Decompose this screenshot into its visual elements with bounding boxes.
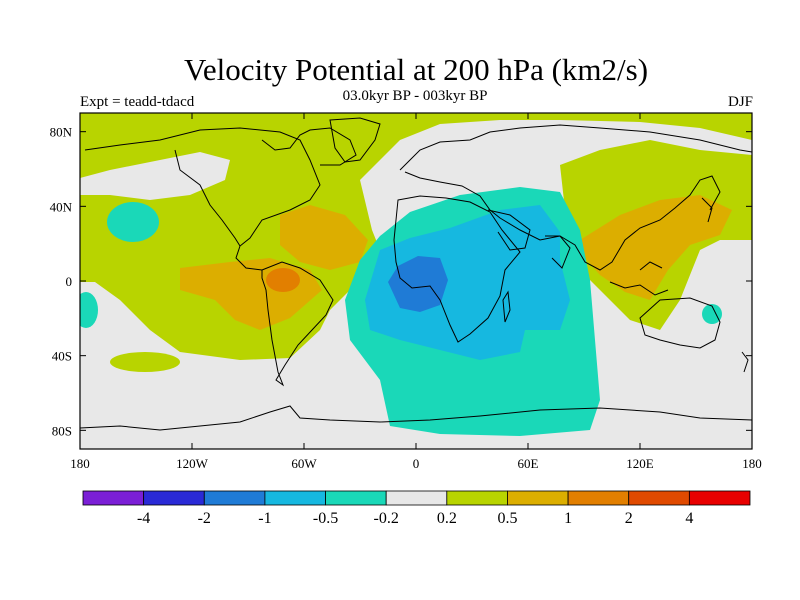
colorbar-swatch — [203, 490, 266, 506]
colorbar-swatch — [82, 490, 145, 506]
colorbar-swatch — [446, 490, 508, 506]
x-tick-label: 0 — [413, 456, 420, 471]
x-axis: 180 120W 60W 0 60E 120E 180 — [70, 113, 762, 471]
colorbar-label: -2 — [198, 510, 211, 527]
colorbar-swatch — [264, 490, 326, 506]
contour-grey-pacific-north — [80, 152, 230, 200]
colorbar-swatch — [325, 490, 387, 506]
colorbar-swatch — [628, 490, 690, 506]
contour-blue-africa — [388, 256, 448, 312]
colorbar-label: -4 — [137, 510, 150, 527]
y-tick-label: 80S — [52, 423, 72, 438]
x-tick-label: 60E — [518, 456, 539, 471]
colorbar-label: 1 — [564, 510, 572, 527]
colorbar-label: 0.2 — [437, 510, 457, 527]
season-label: DJF — [727, 94, 753, 110]
colorbar-label: 2 — [625, 510, 633, 527]
colorbar-label: -1 — [258, 510, 271, 527]
contour-orange-atlantic — [280, 205, 368, 270]
y-tick-label: 0 — [66, 274, 73, 289]
colorbar-label: -0.2 — [374, 510, 399, 527]
contour-cyan-africa — [365, 205, 570, 360]
colorbar-swatch — [507, 490, 569, 506]
x-tick-label: 60W — [291, 456, 317, 471]
colorbar: -4 -2 -1 -0.5 -0.2 0.2 0.5 1 2 4 — [82, 490, 751, 527]
coastlines — [80, 117, 752, 431]
colorbar-swatch — [567, 490, 630, 506]
colorbar-swatch — [688, 490, 751, 506]
y-tick-label: 80N — [50, 125, 73, 140]
y-tick-label: 40S — [52, 349, 72, 364]
contour-orange-asia — [580, 195, 732, 300]
colorbar-label: 4 — [685, 510, 693, 527]
contour-teal-w-pacific-a — [80, 292, 98, 328]
experiment-label: Expt = teadd-tdacd — [80, 94, 195, 110]
map-plot-area — [80, 113, 752, 449]
colorbar-label: 0.5 — [497, 510, 517, 527]
contour-teal-npacific — [107, 202, 159, 242]
contour-teal-w-pacific-b — [702, 304, 722, 324]
colorbar-swatch — [385, 490, 448, 506]
colorbar-swatch — [143, 490, 205, 506]
contour-orange-peak — [266, 268, 300, 292]
x-tick-label: 180 — [742, 456, 762, 471]
plot-subtitle: 03.0kyr BP - 003kyr BP — [342, 88, 488, 104]
colorbar-label: -0.5 — [313, 510, 338, 527]
contour-green-south-pacific — [110, 352, 180, 372]
plot-title: Velocity Potential at 200 hPa (km2/s) — [183, 52, 649, 87]
x-tick-label: 120E — [626, 456, 654, 471]
x-tick-label: 180 — [70, 456, 90, 471]
y-tick-label: 40N — [50, 199, 73, 214]
contour-grey-north — [420, 124, 600, 175]
y-axis: 80N 40N 0 40S 80S — [50, 125, 752, 438]
x-tick-label: 120W — [176, 456, 209, 471]
